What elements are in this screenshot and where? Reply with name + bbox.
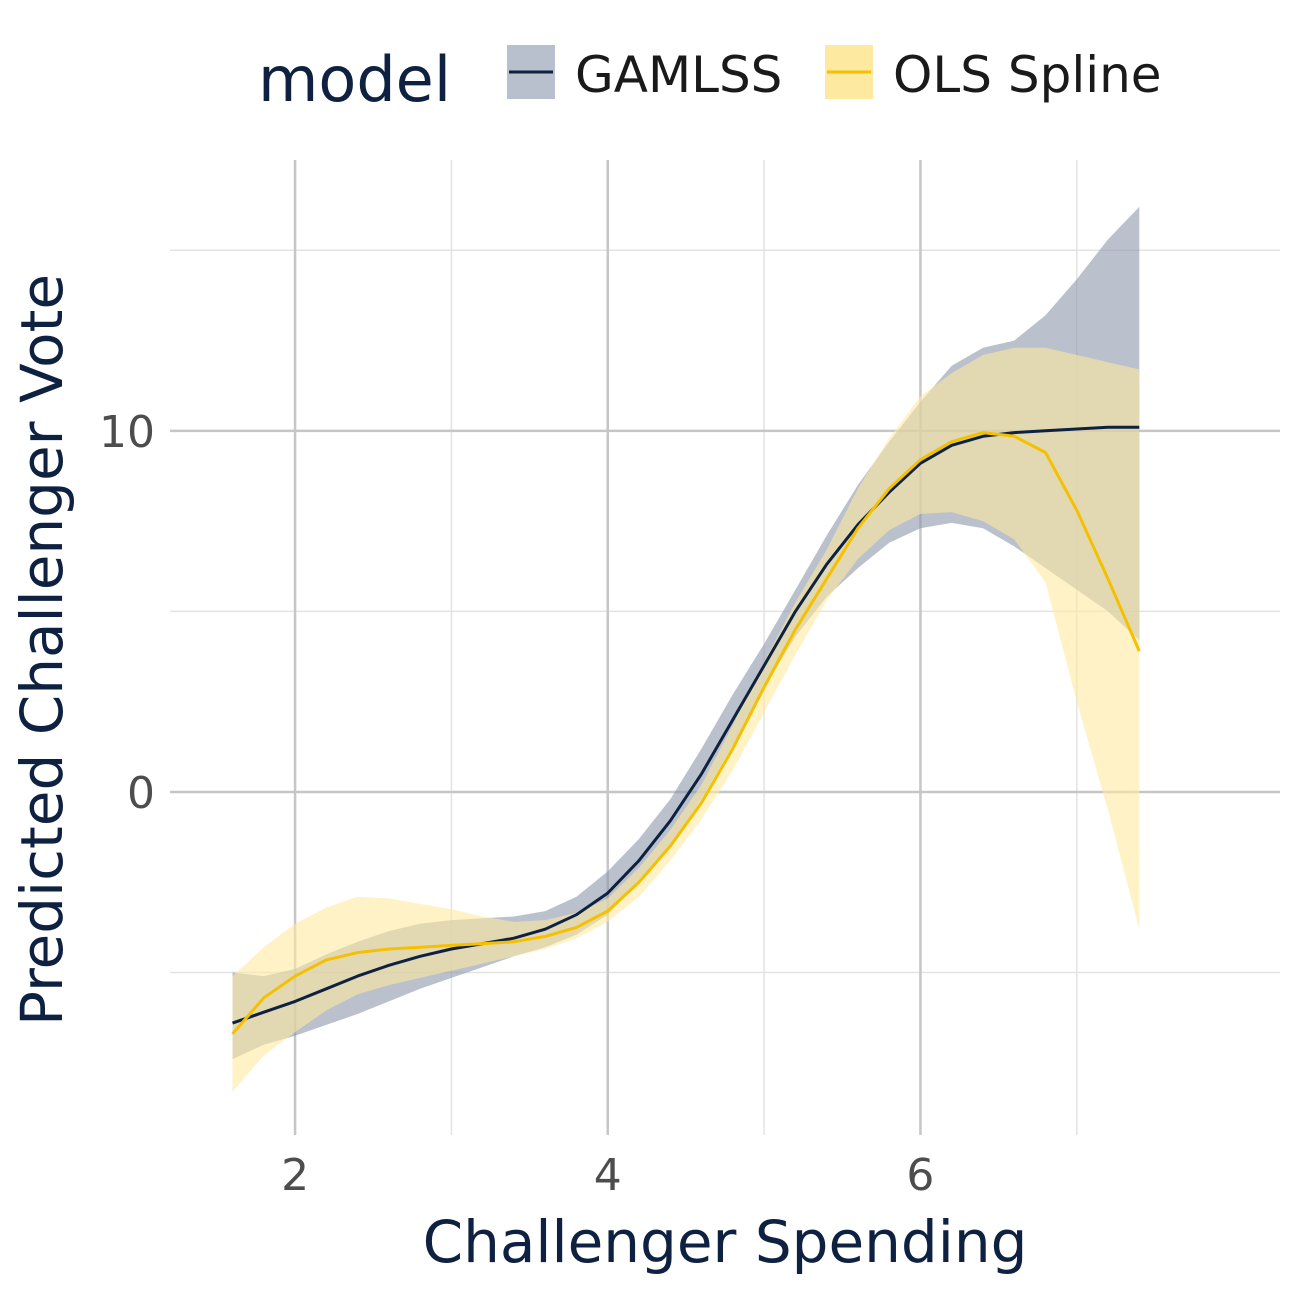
series-lines [231,425,1141,1035]
line-gamlss [232,425,1140,1025]
legend-label-gamlss: GAMLSS [575,46,782,104]
y-axis-title: Predicted Challenger Vote [8,274,76,1026]
y-axis-tick-labels: 0 10 [99,407,155,819]
x-tick-label: 6 [906,1150,934,1201]
line-ols-spline [231,431,1141,1035]
x-axis-tick-labels: 2 4 6 [281,1150,934,1201]
y-tick-label: 0 [127,768,155,819]
confidence-bands [232,206,1140,1092]
legend-label-ols-spline: OLS Spline [893,46,1162,104]
x-tick-label: 4 [594,1150,622,1201]
legend-title: model [258,43,451,116]
band-ols-spline [232,347,1140,1092]
x-axis-title: Challenger Spending [423,1208,1028,1276]
legend: model GAMLSS OLS Spline [258,43,1162,116]
x-tick-label: 2 [281,1150,309,1201]
y-tick-label: 10 [99,407,155,458]
